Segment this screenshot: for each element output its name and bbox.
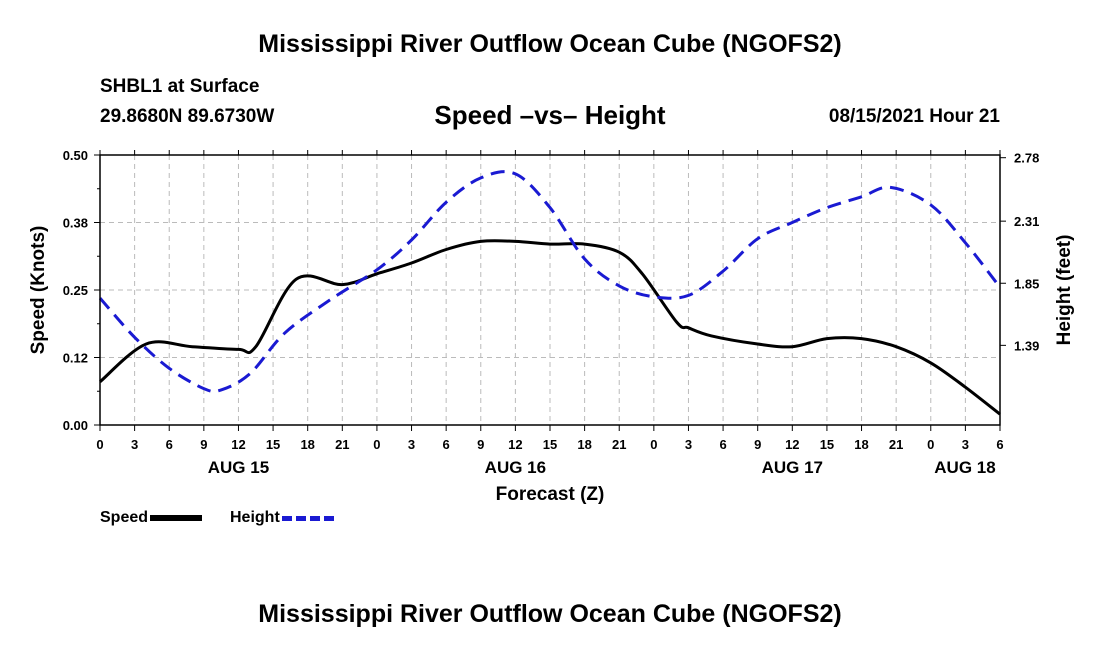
footer-title: Mississippi River Outflow Ocean Cube (NG…	[258, 600, 842, 628]
x-tick-label: 6	[719, 437, 726, 452]
x-tick-label: 0	[373, 437, 380, 452]
y-tick-label-right: 1.85	[1014, 276, 1039, 291]
y-tick-label-left: 0.38	[63, 216, 88, 231]
x-tick-label: 15	[543, 437, 557, 452]
y-axis-title-right: Height (feet)	[1054, 235, 1075, 346]
x-tick-label: 9	[477, 437, 484, 452]
date-label: AUG 17	[762, 458, 823, 477]
y-tick-label-right: 1.39	[1014, 338, 1039, 353]
x-tick-label: 21	[335, 437, 349, 452]
x-tick-label: 18	[577, 437, 591, 452]
legend-label-speed: Speed	[100, 509, 149, 526]
forecast-datetime: 08/15/2021 Hour 21	[828, 106, 1000, 127]
x-tick-label: 3	[131, 437, 138, 452]
x-tick-label: 15	[820, 437, 834, 452]
chart-subtitle: Speed –vs– Height	[434, 100, 666, 130]
x-tick-label: 3	[408, 437, 415, 452]
x-tick-label: 15	[266, 437, 280, 452]
x-tick-label: 18	[854, 437, 868, 452]
legend-swatch-height	[281, 515, 334, 521]
x-tick-label: 9	[200, 437, 207, 452]
legend-item-height: Height	[230, 509, 334, 527]
date-label: AUG 15	[208, 458, 269, 477]
x-tick-label: 6	[996, 437, 1003, 452]
x-tick-label: 12	[785, 437, 799, 452]
legend-swatch-speed	[150, 515, 203, 521]
x-tick-label: 0	[650, 437, 657, 452]
series-line-speed	[99, 239, 1001, 416]
series-line-height	[98, 170, 1002, 394]
y-tick-label-right: 2.78	[1014, 151, 1039, 166]
y-tick-label-left: 0.25	[63, 283, 88, 298]
grid	[100, 155, 1000, 425]
legend-label-height: Height	[230, 509, 280, 526]
y-tick-label-left: 0.50	[63, 148, 88, 163]
coordinates-label: 29.8680N 89.6730W	[100, 106, 275, 127]
x-tick-label: 6	[166, 437, 173, 452]
axes: 0.00 0.12 0.25 0.38 0.50 1.39 1.85 2.31 2.78 0 3 6 9…	[63, 148, 1040, 477]
x-tick-label: 12	[231, 437, 245, 452]
y-tick-label-left: 0.12	[63, 351, 88, 366]
chart-title: Mississippi River Outflow Ocean Cube (NG…	[258, 30, 842, 58]
x-axis-title: Forecast (Z)	[496, 484, 605, 505]
x-tick-label: 6	[443, 437, 450, 452]
y-tick-label-right: 2.31	[1014, 214, 1039, 229]
y-axis-title-left: Speed (Knots)	[28, 226, 49, 355]
legend-item-speed: Speed	[100, 509, 203, 527]
date-label: AUG 18	[934, 458, 995, 477]
station-label: SHBL1 at Surface	[100, 76, 260, 97]
y-tick-label-left: 0.00	[63, 418, 88, 433]
x-tick-label: 0	[96, 437, 103, 452]
x-tick-label: 18	[300, 437, 314, 452]
x-tick-label: 9	[754, 437, 761, 452]
x-tick-label: 21	[889, 437, 903, 452]
x-tick-label: 3	[962, 437, 969, 452]
x-tick-label: 3	[685, 437, 692, 452]
x-tick-label: 0	[927, 437, 934, 452]
series-layer	[98, 170, 1002, 416]
x-tick-label: 12	[508, 437, 522, 452]
date-label: AUG 16	[485, 458, 546, 477]
x-tick-label: 21	[612, 437, 626, 452]
